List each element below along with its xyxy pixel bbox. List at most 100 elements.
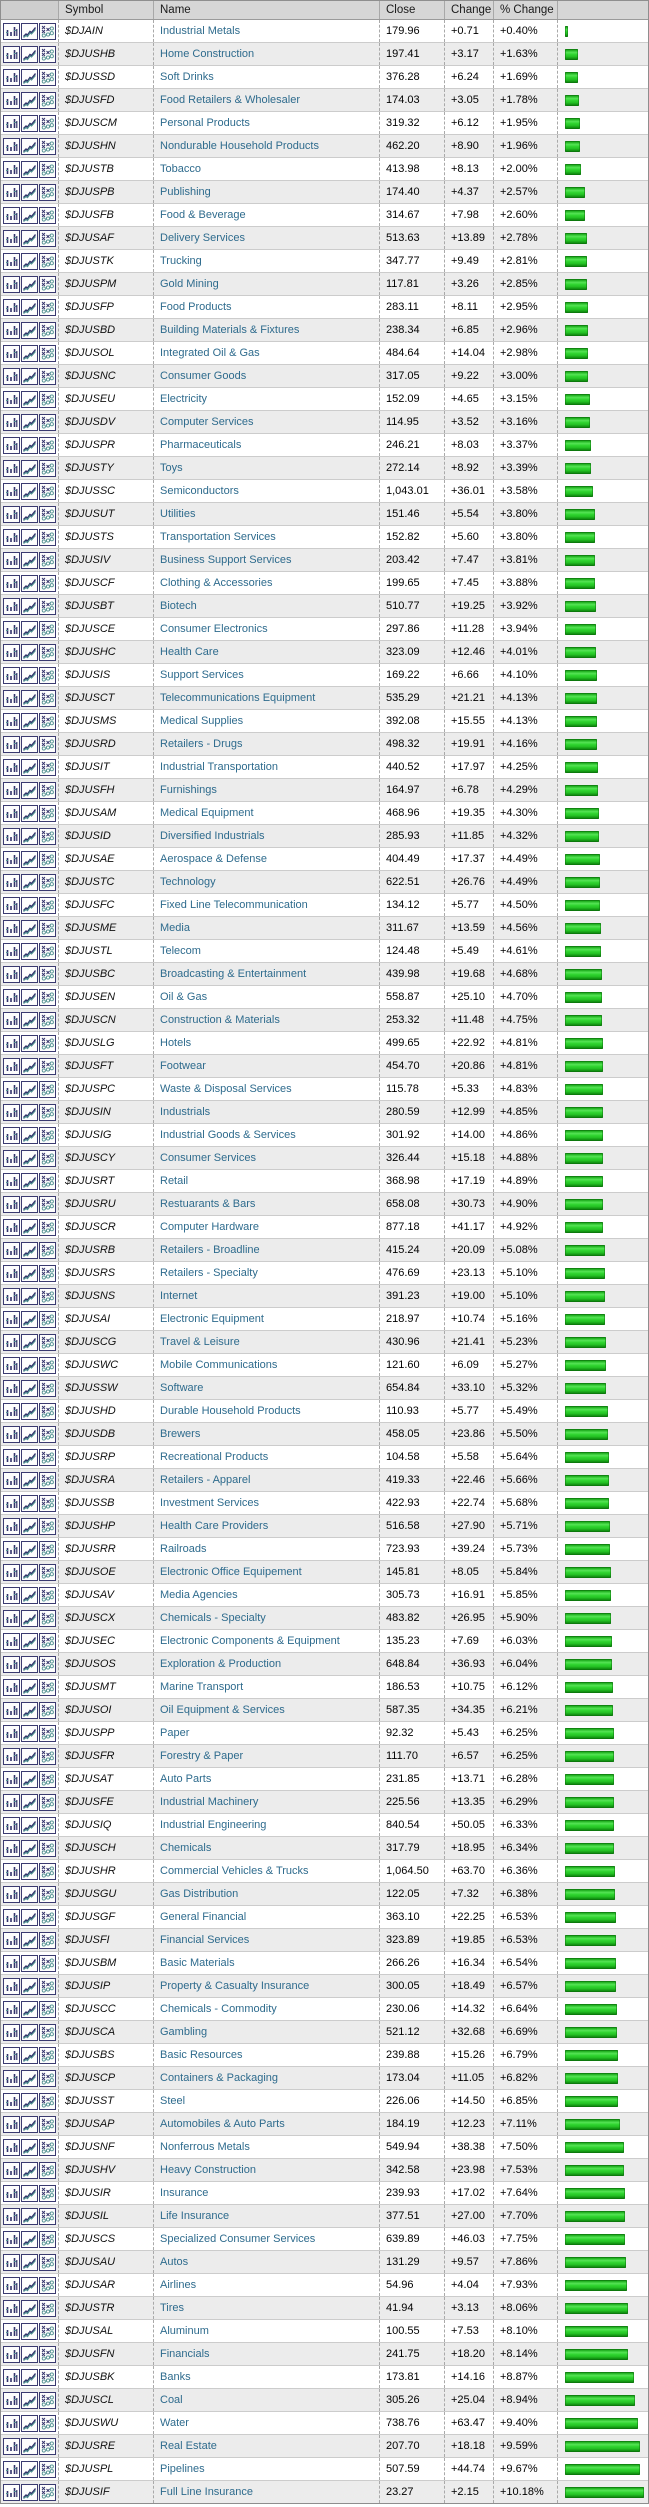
line-chart-icon[interactable] (21, 482, 38, 500)
line-chart-icon[interactable] (21, 2483, 38, 2501)
pnf-chart-icon[interactable] (39, 2230, 56, 2248)
bar-chart-icon[interactable] (3, 45, 20, 63)
pnf-chart-icon[interactable] (39, 988, 56, 1006)
pnf-chart-icon[interactable] (39, 1586, 56, 1604)
line-chart-icon[interactable] (21, 1264, 38, 1282)
name-link[interactable]: Mobile Communications (153, 1354, 379, 1376)
bar-chart-icon[interactable] (3, 1793, 20, 1811)
pnf-chart-icon[interactable] (39, 22, 56, 40)
pnf-chart-icon[interactable] (39, 1816, 56, 1834)
name-link[interactable]: Financial Services (153, 1929, 379, 1951)
name-link[interactable]: Automobiles & Auto Parts (153, 2113, 379, 2135)
line-chart-icon[interactable] (21, 1126, 38, 1144)
bar-chart-icon[interactable] (3, 2322, 20, 2340)
bar-chart-icon[interactable] (3, 2115, 20, 2133)
pnf-chart-icon[interactable] (39, 1011, 56, 1029)
pnf-chart-icon[interactable] (39, 1402, 56, 1420)
pnf-chart-icon[interactable] (39, 1448, 56, 1466)
bar-chart-icon[interactable] (3, 390, 20, 408)
name-link[interactable]: Nondurable Household Products (153, 135, 379, 157)
name-link[interactable]: Durable Household Products (153, 1400, 379, 1422)
name-link[interactable]: Business Support Services (153, 549, 379, 571)
pnf-chart-icon[interactable] (39, 252, 56, 270)
name-link[interactable]: Pipelines (153, 2458, 379, 2480)
line-chart-icon[interactable] (21, 1057, 38, 1075)
name-link[interactable]: Gambling (153, 2021, 379, 2043)
name-link[interactable]: Property & Casualty Insurance (153, 1975, 379, 1997)
name-link[interactable]: Footwear (153, 1055, 379, 1077)
line-chart-icon[interactable] (21, 1425, 38, 1443)
line-chart-icon[interactable] (21, 459, 38, 477)
line-chart-icon[interactable] (21, 1586, 38, 1604)
pnf-chart-icon[interactable] (39, 2161, 56, 2179)
bar-chart-icon[interactable] (3, 321, 20, 339)
line-chart-icon[interactable] (21, 252, 38, 270)
name-link[interactable]: Banks (153, 2366, 379, 2388)
bar-chart-icon[interactable] (3, 2069, 20, 2087)
line-chart-icon[interactable] (21, 574, 38, 592)
bar-chart-icon[interactable] (3, 1609, 20, 1627)
name-link[interactable]: Telecom (153, 940, 379, 962)
pnf-chart-icon[interactable] (39, 850, 56, 868)
line-chart-icon[interactable] (21, 183, 38, 201)
name-link[interactable]: Recreational Products (153, 1446, 379, 1468)
pnf-chart-icon[interactable] (39, 505, 56, 523)
pnf-chart-icon[interactable] (39, 1540, 56, 1558)
name-link[interactable]: Medical Supplies (153, 710, 379, 732)
line-chart-icon[interactable] (21, 1724, 38, 1742)
pnf-chart-icon[interactable] (39, 1103, 56, 1121)
pnf-chart-icon[interactable] (39, 1908, 56, 1926)
line-chart-icon[interactable] (21, 45, 38, 63)
line-chart-icon[interactable] (21, 551, 38, 569)
line-chart-icon[interactable] (21, 137, 38, 155)
line-chart-icon[interactable] (21, 689, 38, 707)
bar-chart-icon[interactable] (3, 1425, 20, 1443)
bar-chart-icon[interactable] (3, 2046, 20, 2064)
name-link[interactable]: Industrial Metals (153, 20, 379, 42)
name-link[interactable]: Investment Services (153, 1492, 379, 1514)
line-chart-icon[interactable] (21, 804, 38, 822)
bar-chart-icon[interactable] (3, 1149, 20, 1167)
line-chart-icon[interactable] (21, 1678, 38, 1696)
line-chart-icon[interactable] (21, 1103, 38, 1121)
pnf-chart-icon[interactable] (39, 1517, 56, 1535)
pnf-chart-icon[interactable] (39, 873, 56, 891)
line-chart-icon[interactable] (21, 1632, 38, 1650)
name-link[interactable]: Basic Resources (153, 2044, 379, 2066)
bar-chart-icon[interactable] (3, 1724, 20, 1742)
name-link[interactable]: Chemicals (153, 1837, 379, 1859)
line-chart-icon[interactable] (21, 367, 38, 385)
line-chart-icon[interactable] (21, 2161, 38, 2179)
line-chart-icon[interactable] (21, 1011, 38, 1029)
name-link[interactable]: Telecommunications Equipment (153, 687, 379, 709)
line-chart-icon[interactable] (21, 2115, 38, 2133)
pnf-chart-icon[interactable] (39, 2184, 56, 2202)
name-link[interactable]: Consumer Goods (153, 365, 379, 387)
pnf-chart-icon[interactable] (39, 1356, 56, 1374)
bar-chart-icon[interactable] (3, 1333, 20, 1351)
pnf-chart-icon[interactable] (39, 321, 56, 339)
name-link[interactable]: Food Retailers & Wholesaler (153, 89, 379, 111)
bar-chart-icon[interactable] (3, 1057, 20, 1075)
pnf-chart-icon[interactable] (39, 2345, 56, 2363)
name-link[interactable]: Travel & Leisure (153, 1331, 379, 1353)
name-link[interactable]: Integrated Oil & Gas (153, 342, 379, 364)
line-chart-icon[interactable] (21, 1885, 38, 1903)
bar-chart-icon[interactable] (3, 482, 20, 500)
line-chart-icon[interactable] (21, 2253, 38, 2271)
name-link[interactable]: Transportation Services (153, 526, 379, 548)
name-link[interactable]: Gas Distribution (153, 1883, 379, 1905)
line-chart-icon[interactable] (21, 1908, 38, 1926)
line-chart-icon[interactable] (21, 344, 38, 362)
bar-chart-icon[interactable] (3, 2230, 20, 2248)
bar-chart-icon[interactable] (3, 2023, 20, 2041)
pnf-chart-icon[interactable] (39, 1724, 56, 1742)
name-link[interactable]: Media (153, 917, 379, 939)
line-chart-icon[interactable] (21, 1149, 38, 1167)
name-link[interactable]: Medical Equipment (153, 802, 379, 824)
bar-chart-icon[interactable] (3, 1839, 20, 1857)
bar-chart-icon[interactable] (3, 2092, 20, 2110)
pnf-chart-icon[interactable] (39, 2368, 56, 2386)
pnf-chart-icon[interactable] (39, 2391, 56, 2409)
pnf-chart-icon[interactable] (39, 2207, 56, 2225)
